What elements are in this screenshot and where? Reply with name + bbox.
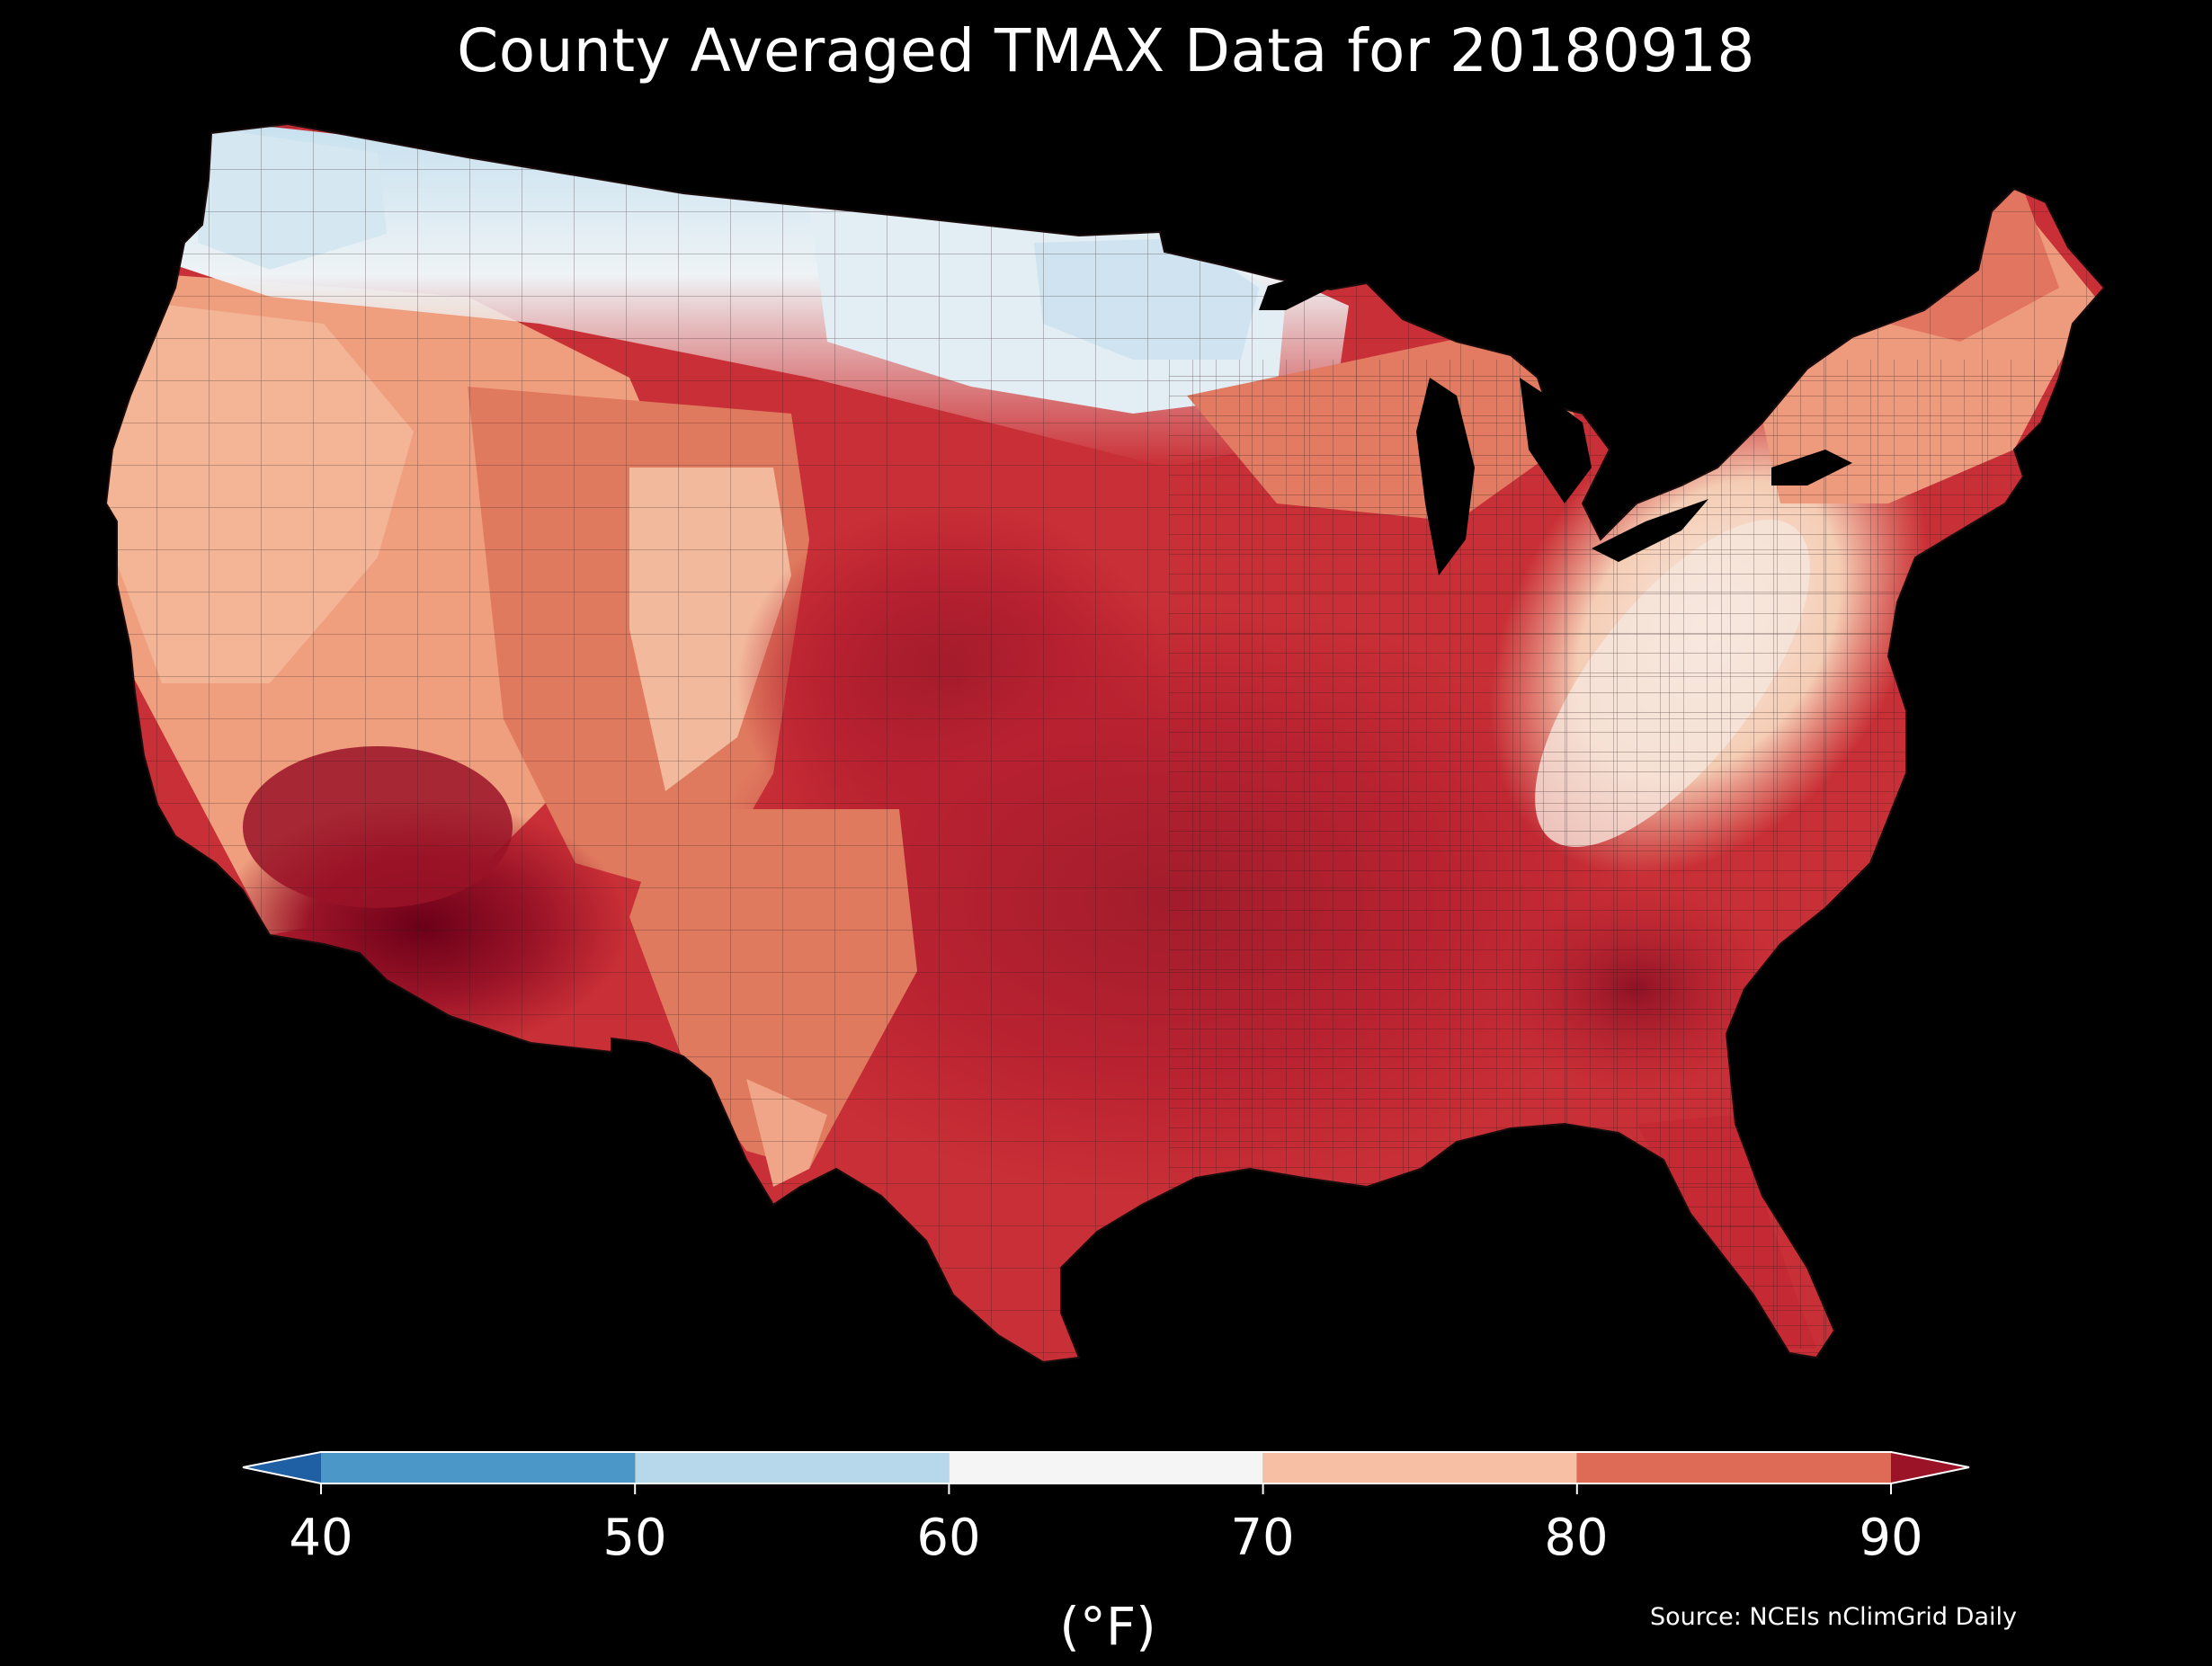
colorbar-tick-label: 80: [1544, 1509, 1609, 1567]
colorbar-tick-label: 70: [1230, 1509, 1295, 1567]
colorbar-tick-label: 40: [289, 1509, 353, 1567]
colorbar-bin: [1576, 1452, 1891, 1483]
us-county-map: [105, 123, 2105, 1363]
map-title: County Averaged TMAX Data for 20180918: [457, 16, 1755, 85]
colorbar-bin: [1262, 1452, 1577, 1483]
colorbar-bins: [321, 1452, 1891, 1483]
colorbar-over-arrow: [1891, 1452, 1969, 1483]
colorbar-bin: [635, 1452, 950, 1483]
source-credit: Source: NCEIs nClimGrid Daily: [1650, 1603, 2017, 1631]
colorbar-bin: [321, 1452, 636, 1483]
colorbar-tick-label: 50: [602, 1509, 667, 1567]
colorbar-unit-label: (°F): [1059, 1596, 1156, 1657]
colorbar-tick-label: 60: [916, 1509, 981, 1567]
colorbar-under-arrow: [243, 1452, 321, 1483]
great-lakes: [1259, 261, 1852, 575]
colorbar-bin: [949, 1452, 1263, 1483]
colorbar-tick-label: 90: [1859, 1509, 1923, 1567]
